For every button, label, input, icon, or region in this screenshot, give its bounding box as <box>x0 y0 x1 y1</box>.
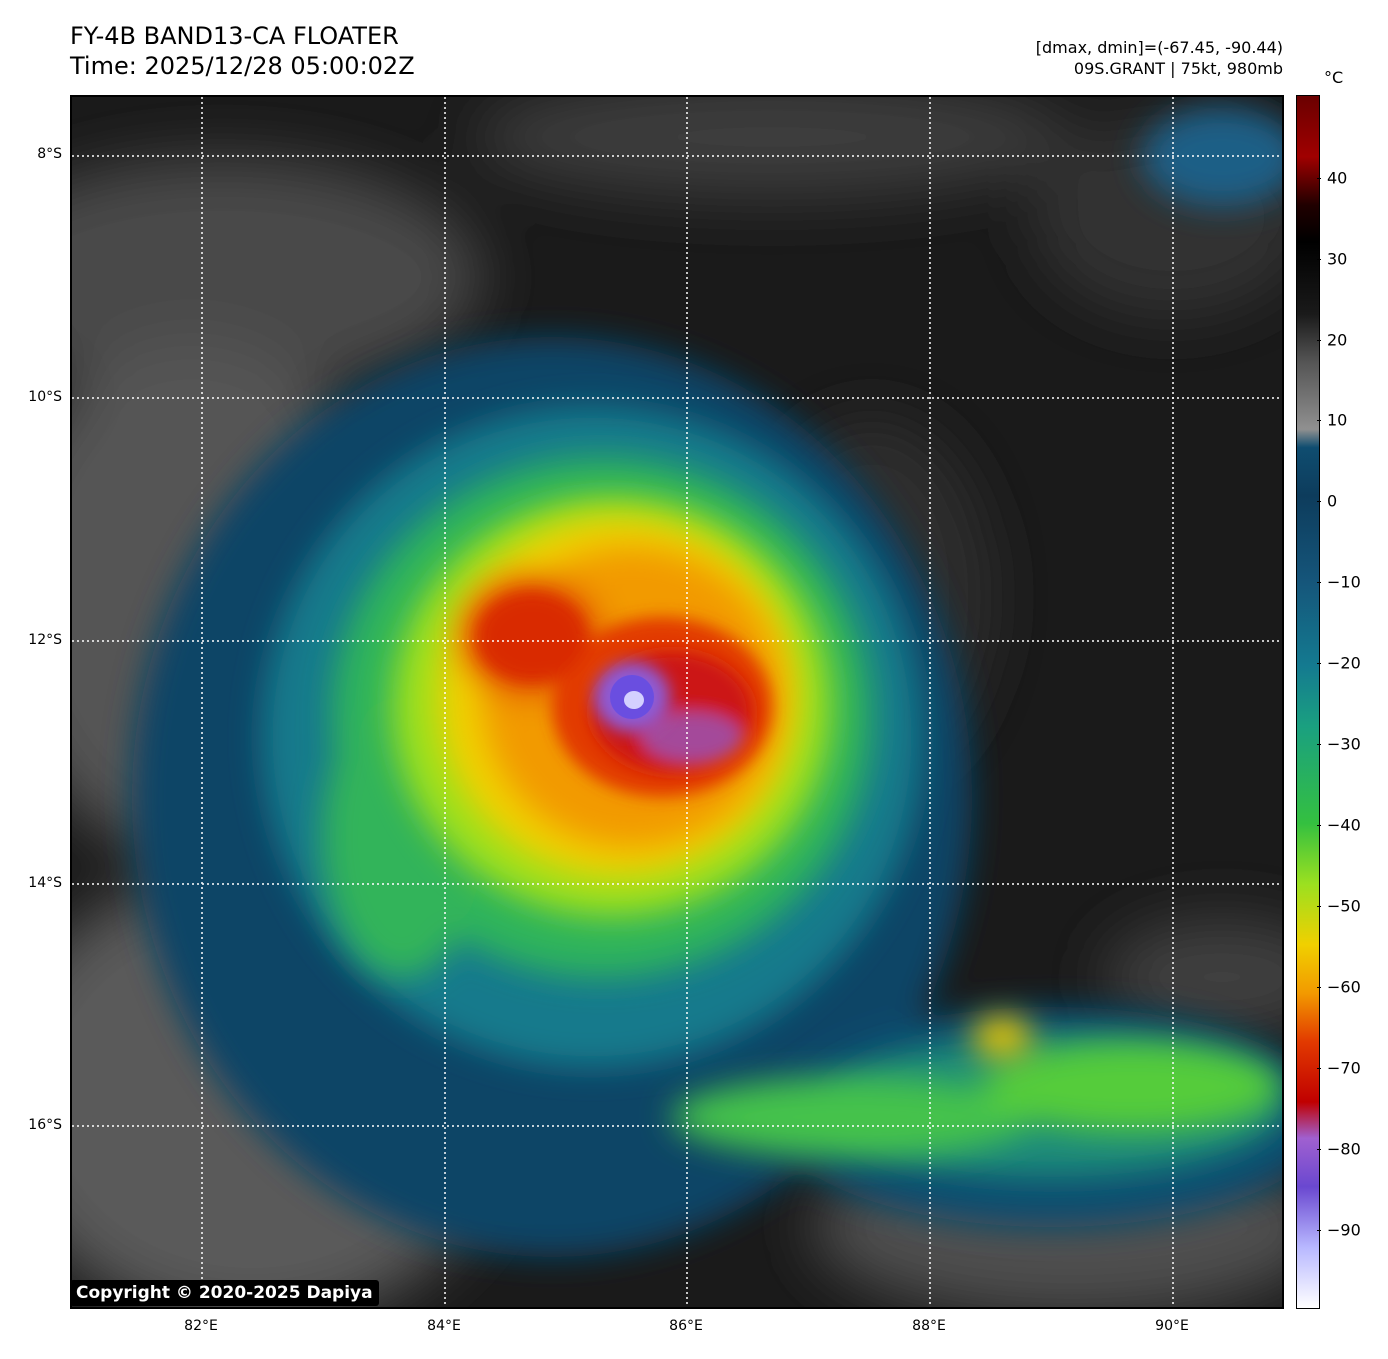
ir-imagery <box>72 97 1282 1307</box>
colorbar-tick <box>1317 582 1321 583</box>
product-title: FY-4B BAND13-CA FLOATER <box>70 22 399 50</box>
lat-label-14s: 14°S <box>28 875 62 891</box>
colorbar-tick <box>1317 663 1321 664</box>
colorbar-tick <box>1317 1230 1321 1231</box>
lon-label-90e: 90°E <box>1155 1318 1189 1334</box>
lon-label-88e: 88°E <box>912 1318 946 1334</box>
lat-label-12s: 12°S <box>28 632 62 648</box>
colorbar-label-10: 10 <box>1327 410 1348 430</box>
lon-label-86e: 86°E <box>669 1318 703 1334</box>
colorbar-label-minus30: −30 <box>1327 734 1361 754</box>
colorbar-tick <box>1317 420 1321 421</box>
colorbar-label-minus60: −60 <box>1327 977 1361 997</box>
temperature-colorbar <box>1296 95 1320 1309</box>
colorbar-label-30: 30 <box>1327 249 1348 269</box>
colorbar-tick <box>1317 987 1321 988</box>
lat-label-10s: 10°S <box>28 389 62 405</box>
colorbar-label-minus70: −70 <box>1327 1058 1361 1078</box>
copyright-badge: Copyright © 2020-2025 Dapiya <box>70 1280 379 1306</box>
colorbar-unit: °C <box>1324 68 1344 87</box>
colorbar-label-minus50: −50 <box>1327 896 1361 916</box>
colorbar-label-40: 40 <box>1327 168 1348 188</box>
colorbar-tick <box>1317 825 1321 826</box>
colorbar-tick <box>1317 906 1321 907</box>
colorbar-tick <box>1317 501 1321 502</box>
colorbar-label-0: 0 <box>1327 491 1338 511</box>
colorbar-tick <box>1317 340 1321 341</box>
colorbar-tick <box>1317 1068 1321 1069</box>
lat-label-16s: 16°S <box>28 1117 62 1133</box>
temperature-range: [dmax, dmin]=(-67.45, -90.44) <box>1035 38 1283 57</box>
colorbar-label-20: 20 <box>1327 330 1348 350</box>
lon-label-82e: 82°E <box>184 1318 218 1334</box>
colorbar-label-minus10: −10 <box>1327 572 1361 592</box>
colorbar-label-minus80: −80 <box>1327 1139 1361 1159</box>
lat-label-8s: 8°S <box>37 146 62 162</box>
colorbar-label-minus40: −40 <box>1327 815 1361 835</box>
colorbar-tick <box>1317 178 1321 179</box>
colorbar-tick <box>1317 744 1321 745</box>
valid-time: Time: 2025/12/28 05:00:02Z <box>70 52 415 80</box>
grid-lines <box>72 97 1282 1307</box>
storm-info: 09S.GRANT | 75kt, 980mb <box>1073 59 1283 78</box>
colorbar-tick <box>1317 1149 1321 1150</box>
colorbar-tick <box>1317 259 1321 260</box>
colorbar-label-minus20: −20 <box>1327 653 1361 673</box>
colorbar-label-minus90: −90 <box>1327 1220 1361 1240</box>
lon-label-84e: 84°E <box>427 1318 461 1334</box>
satellite-map <box>70 95 1284 1309</box>
